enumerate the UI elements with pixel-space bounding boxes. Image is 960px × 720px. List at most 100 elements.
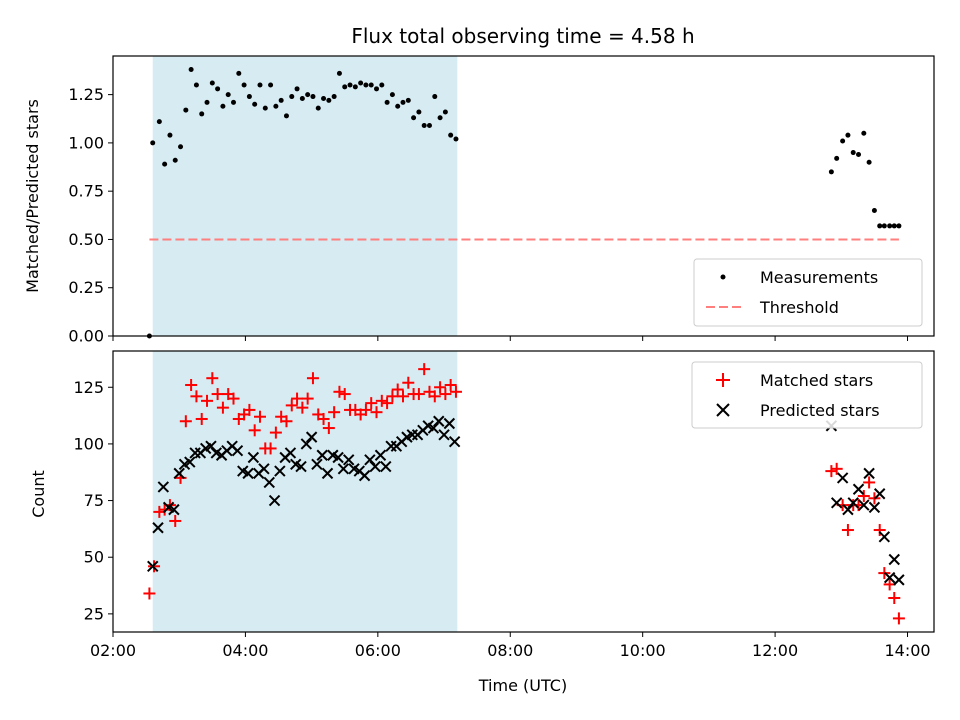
matched-star-point [370, 406, 383, 419]
matched-star-point [179, 415, 192, 428]
measurement-point [389, 92, 395, 98]
measurement-point [887, 223, 893, 229]
top-y-tick-label: 0.75 [68, 182, 104, 201]
predicted-star-point [888, 553, 900, 566]
matched-star-point [185, 378, 198, 391]
matched-star-point [169, 514, 182, 527]
predicted-star-point [305, 431, 318, 443]
measurement-point [299, 95, 305, 101]
measurement-point [262, 105, 268, 111]
predicted-star-point [380, 460, 392, 473]
measurement-point [204, 99, 210, 105]
predicted-star-point [337, 463, 350, 475]
measurement-point [178, 144, 184, 150]
top-shaded-region [152, 56, 458, 336]
predicted-star-point [274, 465, 286, 477]
measurement-point [199, 111, 205, 117]
bottom-points [143, 363, 905, 625]
matched-star-point [306, 372, 319, 385]
measurement-point [289, 94, 295, 100]
predicted-star-point [883, 571, 896, 584]
predicted-star-point [863, 467, 875, 480]
bottom-y-tick-label: 100 [73, 434, 104, 453]
matched-star-point [873, 524, 886, 537]
matched-star-point [825, 465, 838, 478]
predicted-star-point [247, 451, 260, 464]
legend-predicted-label: Predicted stars [760, 401, 880, 420]
measurement-point [358, 80, 364, 86]
predicted-star-point [433, 415, 445, 427]
measurement-point [246, 94, 252, 100]
measurement-point [411, 115, 417, 121]
top-points [146, 67, 902, 339]
predicted-star-point [152, 522, 164, 534]
top-y-tick-label: 1.25 [68, 85, 104, 104]
matched-star-point [434, 381, 447, 394]
measurement-point [273, 103, 279, 109]
matched-star-point [317, 412, 330, 425]
measurement-point [448, 132, 454, 138]
measurement-point [421, 123, 427, 129]
matched-star-point [333, 385, 346, 398]
matched-star-point [359, 403, 372, 416]
measurement-point [305, 92, 311, 98]
top-y-tick-label: 0.50 [68, 230, 104, 249]
predicted-star-point [893, 574, 905, 586]
measurement-point [405, 97, 411, 103]
legend-threshold-label: Threshold [759, 298, 839, 317]
matched-star-point [201, 394, 214, 407]
measurement-point [188, 67, 194, 73]
bottom-y-tick-label: 25 [84, 604, 104, 623]
predicted-star-point [364, 454, 376, 466]
predicted-star-point [242, 467, 254, 480]
measurement-point [167, 132, 173, 138]
matched-star-point [386, 390, 399, 403]
matched-star-point [248, 424, 261, 437]
measurement-point [850, 150, 856, 156]
measurement-point [877, 223, 883, 229]
matched-star-point [428, 390, 441, 403]
predicted-star-point [231, 445, 244, 457]
predicted-star-point [342, 454, 355, 466]
matched-star-point [418, 363, 431, 376]
measurement-point [183, 107, 189, 113]
predicted-star-point [173, 467, 185, 480]
measurement-point [257, 82, 263, 88]
predicted-star-point [157, 481, 170, 493]
predicted-star-point [316, 449, 328, 461]
matched-star-point [195, 412, 208, 425]
predicted-star-point [358, 469, 371, 482]
measurement-point [268, 82, 274, 88]
predicted-star-point [205, 440, 217, 452]
measurement-point [368, 82, 374, 88]
predicted-star-point [369, 460, 381, 473]
predicted-star-point [842, 503, 854, 516]
matched-star-point [322, 422, 335, 435]
measurement-point [172, 157, 178, 163]
bottom-y-tick-label: 125 [73, 378, 104, 397]
matched-star-point [296, 401, 309, 414]
measurement-point [236, 70, 242, 76]
measurement-point [871, 207, 877, 213]
predicted-star-point [268, 494, 281, 507]
bottom-x-ticks: 02:00 04:00 06:00 08:00 10:00 12:00 14:00 [90, 632, 931, 660]
measurement-point [828, 169, 834, 175]
predicted-star-point [858, 499, 870, 511]
predicted-star-point [321, 467, 334, 480]
legend-measurements-marker [720, 274, 726, 280]
predicted-star-point [448, 435, 461, 448]
measurement-point [416, 109, 422, 115]
bottom-y-tick-label: 50 [84, 548, 104, 567]
matched-star-point [206, 372, 219, 385]
predicted-star-point [284, 447, 297, 459]
matched-star-point [857, 490, 870, 503]
legend-matched-marker [716, 373, 730, 387]
matched-star-point [143, 587, 156, 600]
bottom-y-axis-label: Count [29, 470, 48, 518]
measurement-point [331, 94, 337, 100]
measurement-point [225, 92, 231, 98]
measurement-point [252, 101, 258, 107]
top-y-tick-label: 1.00 [68, 133, 104, 152]
measurement-point [363, 82, 369, 88]
bottom-y-tick-label: 75 [84, 491, 104, 510]
